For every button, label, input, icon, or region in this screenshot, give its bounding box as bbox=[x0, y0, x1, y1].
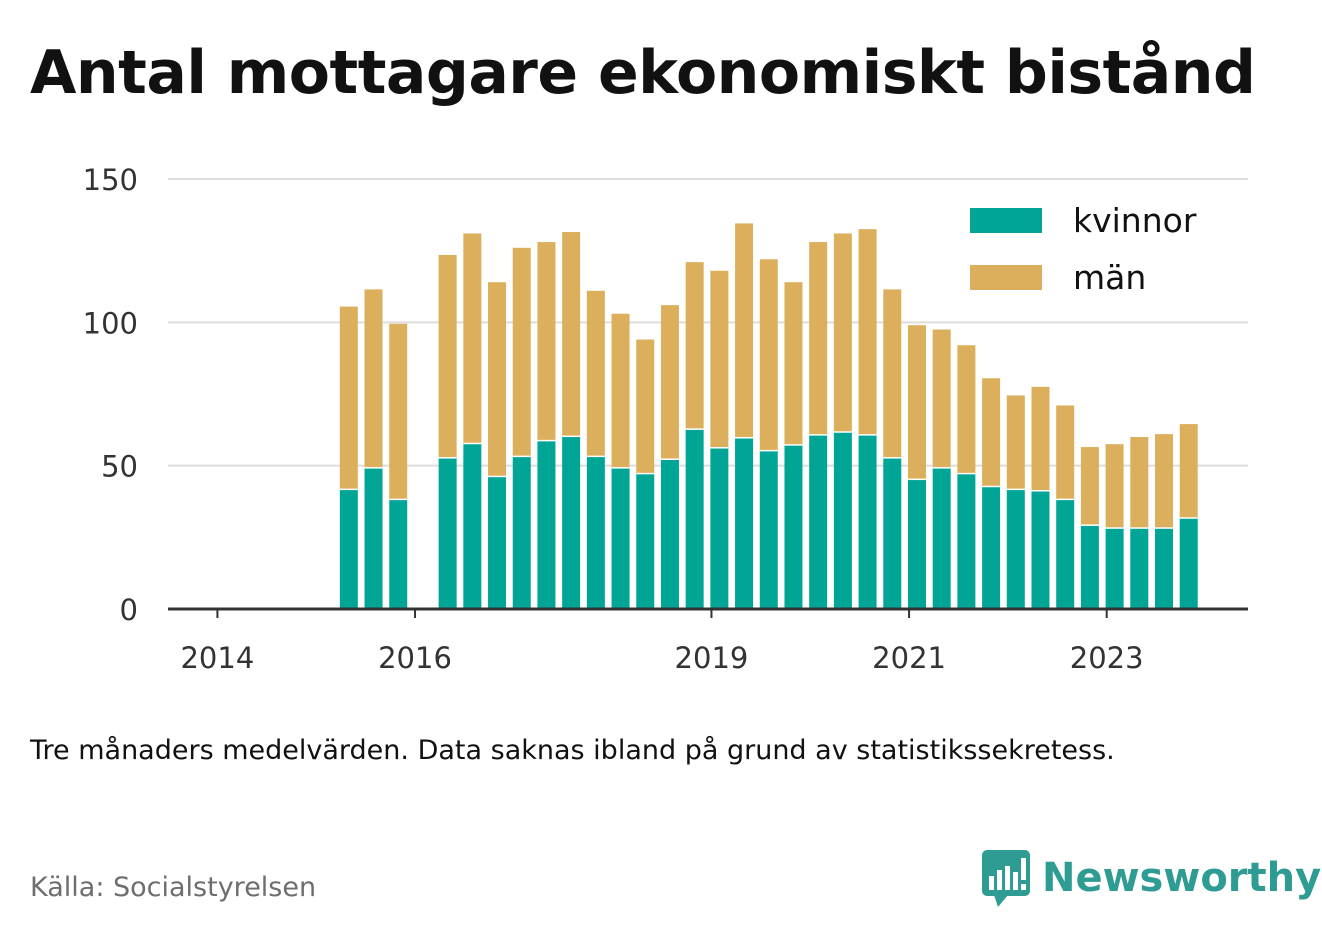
bar-kvinnor bbox=[957, 472, 976, 609]
bar-kvinnor bbox=[1031, 490, 1050, 609]
bar-man bbox=[809, 242, 828, 435]
bar-kvinnor bbox=[710, 447, 729, 609]
newsworthy-logo-icon bbox=[982, 850, 1030, 907]
bar-man bbox=[957, 345, 976, 473]
bar-man bbox=[1006, 395, 1025, 489]
x-tick-label: 2019 bbox=[675, 641, 749, 675]
bar-kvinnor bbox=[883, 457, 902, 609]
bar-man bbox=[611, 313, 630, 468]
legend-swatch-man bbox=[970, 265, 1042, 290]
bar-kvinnor bbox=[1105, 527, 1124, 609]
y-tick-label: 150 bbox=[83, 163, 138, 197]
x-tick-label: 2016 bbox=[378, 641, 452, 675]
bar-kvinnor bbox=[858, 434, 877, 609]
y-tick-label: 0 bbox=[120, 593, 138, 627]
bar-kvinnor bbox=[364, 467, 383, 609]
y-tick-label: 50 bbox=[101, 450, 138, 484]
bar-man bbox=[1080, 447, 1099, 525]
bar-kvinnor bbox=[339, 488, 358, 609]
chart-note: Tre månaders medelvärden. Data saknas ib… bbox=[30, 735, 1115, 766]
bar-man bbox=[1179, 424, 1198, 518]
bar-kvinnor bbox=[907, 478, 926, 609]
bar-man bbox=[1056, 405, 1075, 499]
bar-kvinnor bbox=[389, 498, 408, 609]
y-tick-label: 100 bbox=[83, 306, 138, 340]
bar-man bbox=[339, 306, 358, 489]
stacked-bar-chart: 0 50 100 150 2014 2016 2019 2021 2023 kvinnor m… bbox=[83, 163, 1248, 675]
bar-man bbox=[512, 247, 531, 456]
bar-kvinnor bbox=[982, 485, 1001, 609]
y-axis-ticks: 0 50 100 150 bbox=[83, 163, 138, 627]
bar-kvinnor bbox=[809, 434, 828, 609]
bar-kvinnor bbox=[685, 428, 704, 609]
bar-man bbox=[636, 339, 655, 473]
bar-kvinnor bbox=[784, 444, 803, 609]
legend-swatch-kvinnor bbox=[970, 208, 1042, 233]
bar-separator bbox=[883, 455, 902, 459]
bar-kvinnor bbox=[488, 475, 507, 609]
bar-man bbox=[1155, 434, 1174, 528]
bar-kvinnor bbox=[611, 467, 630, 609]
bar-kvinnor bbox=[636, 472, 655, 609]
bar-man bbox=[660, 305, 679, 459]
bar-man bbox=[833, 233, 852, 432]
bar-man bbox=[932, 329, 951, 468]
x-tick-label: 2014 bbox=[180, 641, 254, 675]
bar-kvinnor bbox=[1056, 498, 1075, 609]
bar-kvinnor bbox=[1179, 517, 1198, 609]
bar-separator bbox=[1006, 487, 1025, 491]
bar-man bbox=[463, 233, 482, 443]
bar-kvinnor bbox=[586, 455, 605, 609]
legend: kvinnor män bbox=[970, 201, 1197, 297]
x-tick-label: 2023 bbox=[1070, 641, 1144, 675]
bar-man bbox=[858, 229, 877, 435]
x-tick-label: 2021 bbox=[872, 641, 946, 675]
x-axis-ticks: 2014 2016 2019 2021 2023 bbox=[180, 609, 1144, 675]
bar-kvinnor bbox=[735, 437, 754, 609]
bars bbox=[339, 223, 1198, 609]
bar-kvinnor bbox=[1155, 527, 1174, 609]
bar-kvinnor bbox=[932, 467, 951, 609]
bar-kvinnor bbox=[512, 455, 531, 609]
legend-label-man: män bbox=[1073, 258, 1146, 297]
bar-man bbox=[488, 282, 507, 476]
bar-man bbox=[364, 289, 383, 468]
source-text: Källa: Socialstyrelsen bbox=[30, 872, 317, 903]
bar-separator bbox=[636, 471, 655, 475]
bar-man bbox=[907, 325, 926, 479]
bar-man bbox=[537, 242, 556, 440]
bar-separator bbox=[957, 471, 976, 475]
bar-kvinnor bbox=[463, 442, 482, 609]
bar-man bbox=[438, 254, 457, 458]
bar-separator bbox=[586, 454, 605, 458]
bar-kvinnor bbox=[537, 439, 556, 609]
bar-man bbox=[784, 282, 803, 445]
bar-man bbox=[735, 223, 754, 437]
bar-man bbox=[586, 290, 605, 456]
bar-man bbox=[982, 378, 1001, 486]
bar-man bbox=[759, 259, 778, 450]
bar-kvinnor bbox=[1130, 527, 1149, 609]
bar-separator bbox=[438, 455, 457, 459]
bar-man bbox=[1130, 437, 1149, 528]
bar-kvinnor bbox=[833, 431, 852, 609]
bar-kvinnor bbox=[562, 435, 581, 609]
bar-man bbox=[562, 232, 581, 436]
newsworthy-logo[interactable]: Newsworthy bbox=[980, 848, 1321, 908]
bar-man bbox=[389, 323, 408, 499]
brand-name: Newsworthy bbox=[1042, 855, 1322, 901]
bar-man bbox=[1105, 444, 1124, 528]
bar-man bbox=[685, 262, 704, 429]
bar-kvinnor bbox=[438, 457, 457, 609]
bar-man bbox=[883, 289, 902, 458]
bar-man bbox=[710, 270, 729, 448]
bar-kvinnor bbox=[1080, 524, 1099, 609]
chart-title: Antal mottagare ekonomiskt bistånd bbox=[30, 38, 1256, 108]
bar-man bbox=[1031, 386, 1050, 491]
bar-kvinnor bbox=[1006, 488, 1025, 609]
bar-kvinnor bbox=[759, 449, 778, 609]
bar-kvinnor bbox=[660, 458, 679, 609]
legend-label-kvinnor: kvinnor bbox=[1073, 201, 1197, 240]
